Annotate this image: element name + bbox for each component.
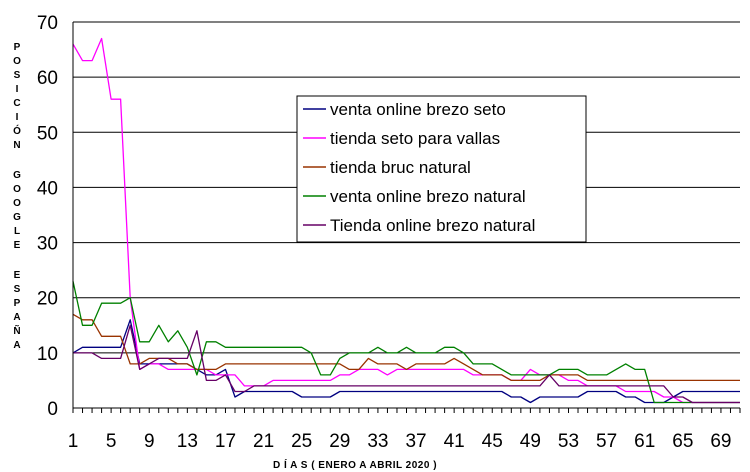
x-tick-label: 45 <box>482 431 503 452</box>
x-tick-label: 65 <box>672 431 693 452</box>
x-tick-label: 57 <box>596 431 617 452</box>
x-tick-label: 25 <box>291 431 312 452</box>
y-axis-label-char: E <box>14 240 21 251</box>
x-tick-label: 69 <box>710 431 731 452</box>
y-tick-label: 70 <box>37 13 58 34</box>
y-axis-label-char: I <box>16 84 19 95</box>
legend-label: Tienda online brezo natural <box>330 216 535 235</box>
y-axis-label-char: O <box>13 184 21 195</box>
x-tick-labels: 1 5 9 13 17 21 25 29 33 37 41 45 49 53 57 61 65 69 <box>68 431 732 452</box>
y-tick-label: 10 <box>37 344 58 365</box>
legend-box <box>296 95 587 243</box>
y-axis-label-char: G <box>13 170 21 181</box>
y-tick-label: 30 <box>37 234 58 255</box>
x-tick-label: 21 <box>253 431 274 452</box>
legend-label: venta online brezo seto <box>330 100 506 119</box>
y-axis-label-char: P <box>14 298 21 309</box>
y-tick-label: 40 <box>37 178 58 199</box>
x-tick-label: 9 <box>144 431 155 452</box>
x-tick-label: 37 <box>405 431 426 452</box>
y-axis-label-char: C <box>13 98 20 109</box>
y-tick-label: 60 <box>37 68 58 89</box>
y-axis-label-char: N <box>13 140 20 151</box>
y-axis-label-char: G <box>13 212 21 223</box>
y-axis-label-char: S <box>14 284 21 295</box>
y-axis-label-char: L <box>14 226 20 237</box>
y-axis-label-char: P <box>14 42 21 53</box>
x-tick-label: 17 <box>215 431 236 452</box>
y-axis-label-char: Ñ <box>13 324 20 337</box>
y-axis-label-char: A <box>13 312 20 323</box>
x-tick-label: 41 <box>444 431 465 452</box>
series-line-5 <box>73 324 740 404</box>
legend-label: tienda seto para vallas <box>330 129 500 148</box>
x-tick-label: 53 <box>558 431 579 452</box>
series-line-4 <box>72 281 740 404</box>
x-minor-ticks <box>72 408 741 413</box>
y-tick-label: 20 <box>37 289 58 310</box>
y-axis-label-char: Ó <box>13 124 21 137</box>
y-tick-labels: 0 10 20 30 40 50 60 70 <box>37 13 58 420</box>
series-lines <box>72 37 740 404</box>
x-tick-label: 5 <box>106 431 117 452</box>
y-axis-label-char: A <box>13 340 20 351</box>
y-axis-label-char: O <box>13 198 21 209</box>
x-tick-label: 61 <box>634 431 655 452</box>
x-axis-label: D Í A S ( ENERO A ABRIL 2020 ) <box>273 458 437 471</box>
y-axis-label-char: S <box>14 70 21 81</box>
legend-label: tienda bruc natural <box>330 158 471 177</box>
y-axis-label-char: O <box>13 56 21 67</box>
x-tick-label: 1 <box>68 431 79 452</box>
x-tick-label: 29 <box>329 431 350 452</box>
x-tick-label: 33 <box>367 431 388 452</box>
y-tick-label: 0 <box>47 399 58 420</box>
x-tick-label: 49 <box>520 431 541 452</box>
legend: venta online brezo seto tienda seto para … <box>296 95 587 243</box>
y-axis-label-char: E <box>14 270 21 281</box>
legend-label: venta online brezo natural <box>330 187 526 206</box>
series-line-3 <box>72 313 740 382</box>
y-axis-label-char: I <box>16 112 19 123</box>
y-tick-label: 50 <box>37 123 58 144</box>
x-tick-label: 13 <box>177 431 198 452</box>
